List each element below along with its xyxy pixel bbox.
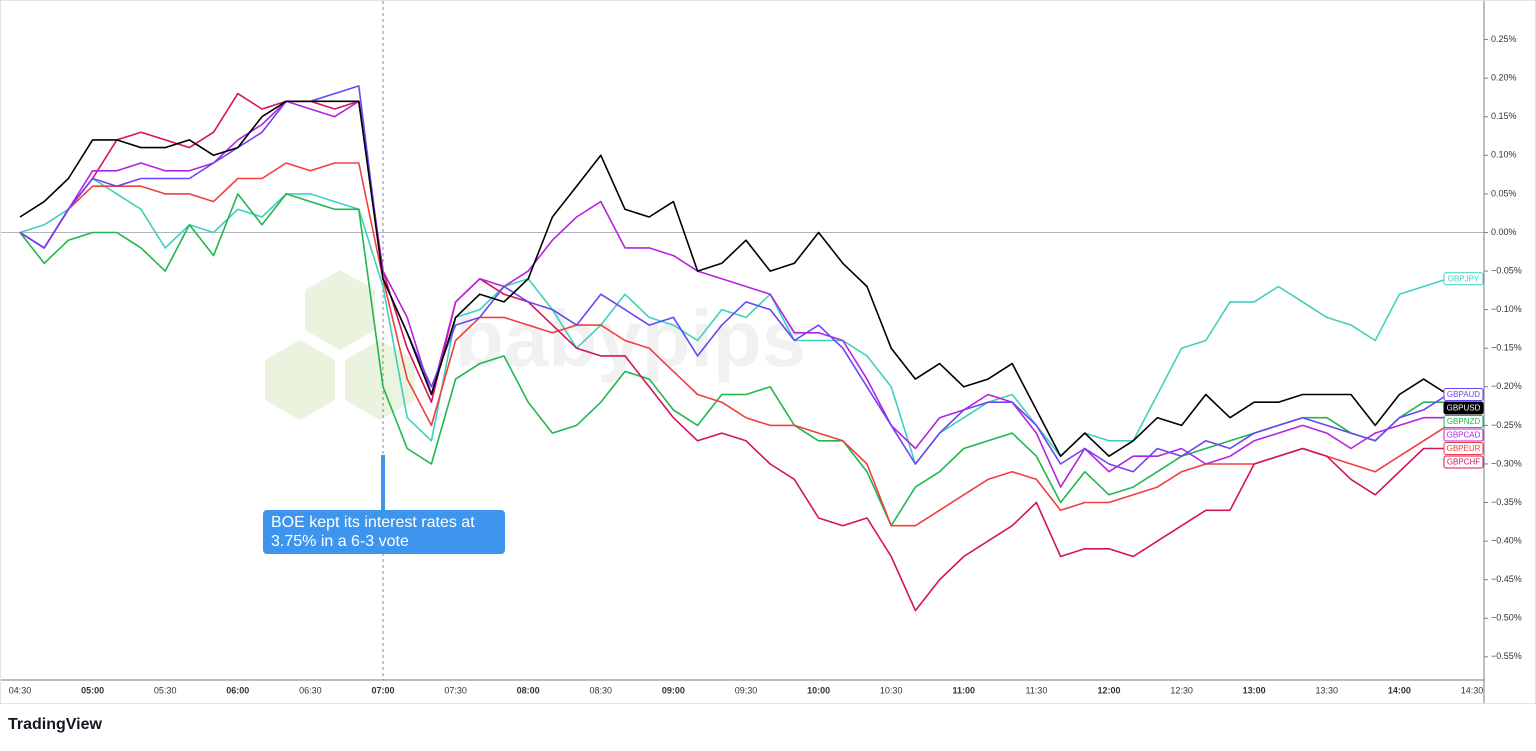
y-tick-label: 0.00% bbox=[1491, 227, 1517, 237]
series-tag-box bbox=[1443, 401, 1484, 415]
x-tick-label: 10:30 bbox=[880, 685, 903, 695]
y-tick-label: −0.05% bbox=[1491, 265, 1522, 275]
series-tag-box bbox=[1443, 455, 1484, 469]
y-tick-label: −0.35% bbox=[1491, 497, 1522, 507]
x-tick-label: 14:00 bbox=[1388, 685, 1411, 695]
x-tick-label: 12:00 bbox=[1097, 685, 1120, 695]
x-tick-label: 05:30 bbox=[154, 685, 177, 695]
x-tick-label: 06:30 bbox=[299, 685, 322, 695]
x-tick-label: 10:00 bbox=[807, 685, 830, 695]
x-tick-label: 11:00 bbox=[953, 685, 976, 695]
x-tick-label: 07:30 bbox=[444, 685, 467, 695]
y-tick-label: −0.55% bbox=[1491, 651, 1522, 661]
y-tick-label: 0.15% bbox=[1491, 111, 1517, 121]
annotation: BOE kept its interest rates at 3.75% in … bbox=[263, 510, 505, 554]
legend-label: GBPEUR bbox=[1447, 444, 1481, 453]
legend-label: GBPCHF bbox=[1447, 458, 1480, 467]
x-tick-label: 09:30 bbox=[735, 685, 758, 695]
series-line bbox=[19, 162, 1449, 527]
series-line bbox=[19, 100, 1448, 488]
x-tick-label: 11:30 bbox=[1025, 685, 1047, 695]
x-tick-label: 13:30 bbox=[1316, 685, 1339, 695]
series-tag-box bbox=[1443, 272, 1484, 286]
series-tag-box bbox=[1443, 388, 1484, 402]
brand: TradingView bbox=[8, 716, 102, 733]
y-tick-label: −0.30% bbox=[1491, 458, 1522, 468]
x-tick-label: 05:00 bbox=[81, 685, 104, 695]
watermark: babypips bbox=[455, 294, 806, 383]
x-tick-label: 14:30 bbox=[1461, 685, 1484, 695]
y-tick-label: 0.20% bbox=[1491, 73, 1517, 83]
watermark-logo bbox=[265, 270, 415, 420]
y-tick-label: −0.50% bbox=[1491, 613, 1522, 623]
series-tag-box bbox=[1443, 415, 1484, 429]
series-tag-box bbox=[1443, 428, 1484, 442]
series-tag-box bbox=[1443, 442, 1484, 456]
x-tick-label: 06:00 bbox=[226, 685, 249, 695]
series-line bbox=[19, 100, 1449, 457]
series-line bbox=[19, 92, 1448, 612]
legend-label: GBPAUD bbox=[1447, 390, 1480, 399]
legend-label: GBPNZD bbox=[1447, 417, 1481, 426]
y-tick-label: −0.10% bbox=[1491, 304, 1522, 314]
y-tick-label: −0.20% bbox=[1491, 381, 1522, 391]
x-tick-label: 08:00 bbox=[517, 685, 540, 695]
y-tick-label: −0.15% bbox=[1491, 343, 1522, 353]
y-tick-label: 0.05% bbox=[1491, 188, 1517, 198]
x-tick-label: 13:00 bbox=[1243, 685, 1266, 695]
legend-label: GBPCAD bbox=[1447, 431, 1481, 440]
y-tick-label: −0.25% bbox=[1491, 420, 1522, 430]
series-line bbox=[19, 85, 1449, 473]
y-tick-label: −0.45% bbox=[1491, 574, 1522, 584]
x-tick-label: 09:00 bbox=[662, 685, 685, 695]
series-line bbox=[19, 193, 1448, 527]
x-tick-label: 08:30 bbox=[590, 685, 613, 695]
y-tick-label: −0.40% bbox=[1491, 535, 1522, 545]
x-tick-label: 12:30 bbox=[1170, 685, 1193, 695]
legend-label: GBPUSD bbox=[1447, 404, 1481, 413]
y-tick-label: 0.10% bbox=[1491, 150, 1517, 160]
x-tick-label: 04:30 bbox=[9, 685, 32, 695]
y-tick-label: 0.25% bbox=[1491, 34, 1517, 44]
x-tick-label: 07:00 bbox=[371, 685, 394, 695]
legend-label: GBPJPY bbox=[1448, 274, 1480, 283]
